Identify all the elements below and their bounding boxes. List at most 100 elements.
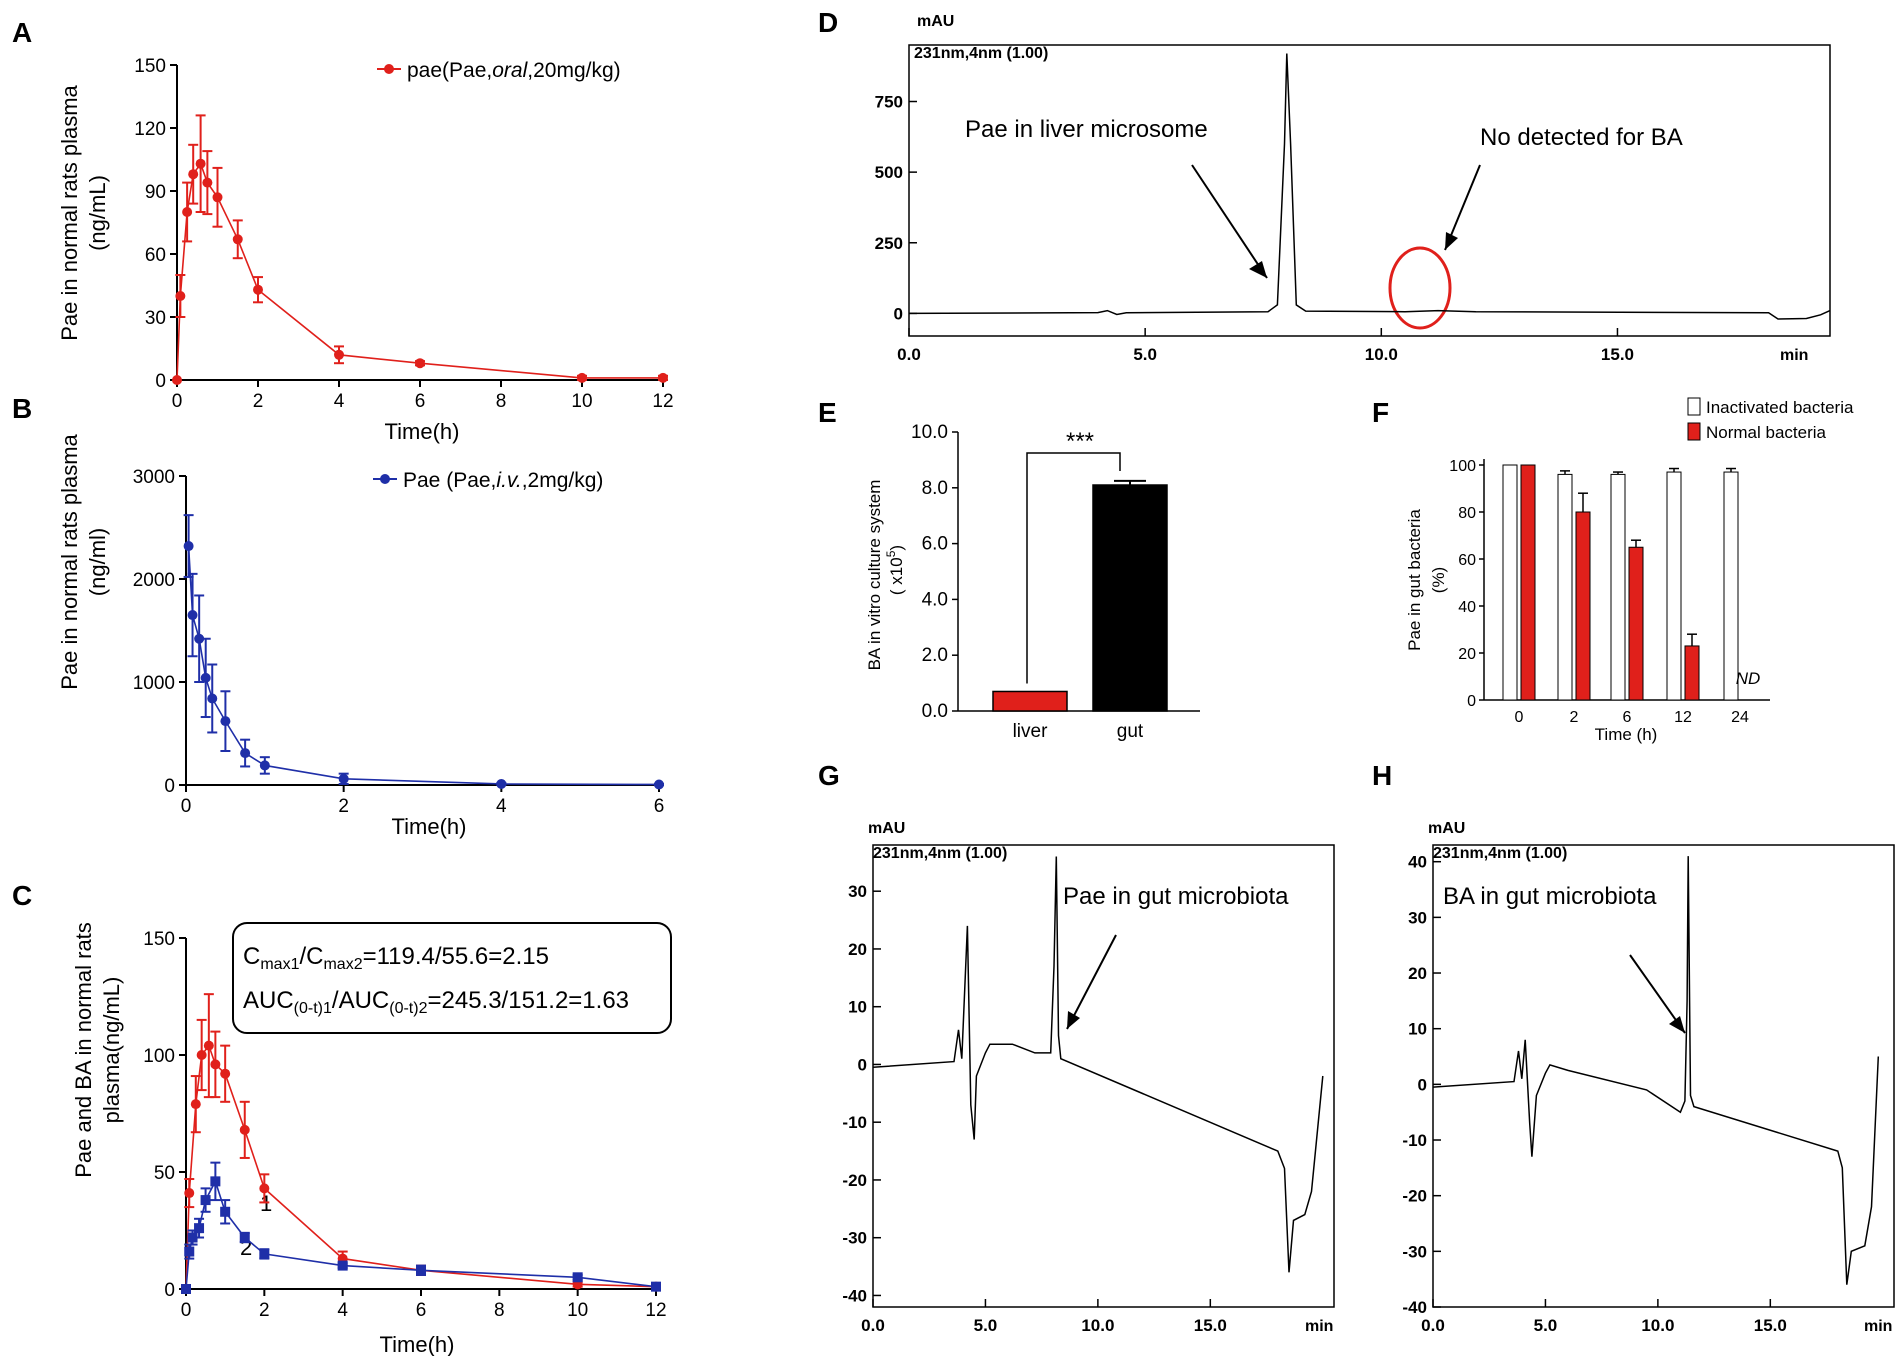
panel-e-significance-bracket	[1026, 452, 1121, 684]
panel-f-ytick-label: 20	[1458, 646, 1476, 663]
panel-f-chart: Pae in gut bacteria (%) Time (h) 0204060…	[1405, 397, 1854, 744]
panel-f-bar-inactivated	[1502, 464, 1518, 701]
pC-xtick-label: 4	[337, 1300, 348, 1321]
pH-ytick-label: 30	[1408, 908, 1427, 927]
panel-f-nd-label: ND	[1736, 669, 1761, 688]
panel-e-category-label: gut	[1117, 721, 1144, 742]
panel-f-category-label: 2	[1570, 709, 1579, 726]
pA-series-0-point	[175, 291, 186, 301]
panel-f-legend-swatch-1	[1687, 422, 1701, 441]
pG-ytick-label: -20	[842, 1171, 867, 1190]
pD-xtick-label: 15.0	[1601, 345, 1634, 364]
panel-g-annotation: Pae in gut microbiota	[1063, 883, 1289, 910]
pH-ytick-label: -30	[1402, 1242, 1427, 1261]
panel-e-ytick-label: 6.0	[922, 534, 948, 555]
pB-series-0-point	[194, 633, 205, 644]
panel-d-arrowhead-pae	[1249, 261, 1267, 278]
pC-series-0-point	[220, 1068, 231, 1079]
pB-series-0-point	[496, 778, 507, 789]
pC-xtick-label: 12	[645, 1300, 666, 1321]
pA-xtick-label: 0	[172, 391, 183, 412]
pA-series-0-point	[212, 192, 223, 203]
panel-a-legend-text: pae(Pae,oral,20mg/kg)	[407, 59, 621, 82]
panel-e-bar-liver	[992, 690, 1068, 712]
panel-d-ylabel: mAU	[917, 13, 954, 30]
pA-ytick-label: 150	[134, 56, 166, 77]
panel-e-category-label: liver	[1013, 721, 1049, 742]
panel-f-legend-label-0: Inactivated bacteria	[1706, 398, 1854, 417]
pC-series-0-line	[185, 1043, 657, 1290]
panel-c-series-1-label: 1	[260, 1191, 272, 1216]
pA-ytick-label: 120	[134, 119, 166, 140]
panel-d-chromatogram: 231nm,4nm (1.00) mAU min Pae in liver mi…	[875, 13, 1831, 364]
panel-f-bar-inactivated	[1610, 473, 1626, 701]
pC-ytick-label: 50	[154, 1163, 175, 1184]
panel-d-arrow-pae	[1191, 164, 1268, 279]
pH-xtick-label: 10.0	[1641, 1316, 1674, 1335]
pD-ytick-label: 500	[875, 163, 903, 182]
panel-f-bar-inactivated	[1557, 473, 1573, 701]
panel-h-xlabel: min	[1864, 1318, 1892, 1335]
panel-b-chart: Pae in normal rats plasma (ng/ml) Time(h…	[57, 433, 664, 839]
pA-xtick-label: 2	[253, 391, 264, 412]
panel-c-chart: Pae and BA in normal rats plasma(ng/mL) …	[71, 922, 672, 1356]
panel-b-legend: Pae (Pae,i.v.,2mg/kg)	[373, 469, 603, 492]
panel-a-ylabel-1: Pae in normal rats plasma	[57, 84, 82, 340]
panel-label-e: E	[818, 397, 837, 428]
panel-d-arrowhead-ba	[1445, 232, 1458, 250]
panel-h-chromatogram: 231nm,4nm (1.00) mAU min BA in gut micro…	[1402, 820, 1895, 1335]
pC-xtick-label: 10	[567, 1300, 588, 1321]
pC-series-1-point	[572, 1272, 583, 1283]
panel-g-frame	[872, 844, 1335, 1308]
panel-label-h: H	[1372, 760, 1392, 791]
pA-xtick-label: 6	[415, 391, 426, 412]
pG-xtick-label: 5.0	[974, 1316, 998, 1335]
panel-g-ylabel: mAU	[868, 820, 905, 837]
pG-ytick-label: -40	[842, 1286, 867, 1305]
panel-h-arrowhead	[1669, 1016, 1685, 1033]
panel-f-category-label: 24	[1731, 709, 1749, 726]
pC-series-0-point	[259, 1183, 270, 1194]
pC-series-1-point	[416, 1265, 426, 1276]
panel-c-ylabel-2: plasma(ng/mL)	[99, 977, 124, 1124]
panel-f-ytick-label: 60	[1458, 552, 1476, 569]
pA-series-0-point	[658, 372, 668, 383]
pC-series-0-point	[203, 1040, 214, 1051]
pH-ytick-label: 0	[1418, 1075, 1427, 1094]
pC-series-0-point	[239, 1124, 250, 1135]
pC-series-1-point	[259, 1248, 270, 1259]
pB-ytick-label: 2000	[133, 570, 175, 591]
panel-f-bar-inactivated	[1723, 471, 1739, 701]
pD-xtick-label: 5.0	[1133, 345, 1157, 364]
pA-series-0-point	[577, 372, 587, 383]
panel-label-f: F	[1372, 397, 1389, 428]
pB-series-0-point	[200, 672, 211, 683]
pB-series-0-point	[207, 693, 218, 704]
pB-series-0-point	[183, 541, 194, 552]
panel-f-bar-normal	[1520, 464, 1536, 701]
panel-e-ytick-label: 8.0	[922, 478, 948, 499]
panel-label-b: B	[12, 393, 32, 424]
panel-a-ylabel-2: (ng/mL)	[85, 175, 110, 251]
pD-xtick-label: 0.0	[897, 345, 921, 364]
pC-ytick-label: 100	[143, 1046, 175, 1067]
panel-f-legend-swatch-0	[1687, 397, 1701, 416]
panel-e-ytick-label: 2.0	[922, 645, 948, 666]
panel-h-frame	[1432, 844, 1895, 1308]
pG-ytick-label: 10	[848, 998, 867, 1017]
pG-xtick-label: 0.0	[861, 1316, 885, 1335]
pA-series-0-point	[232, 234, 243, 245]
pB-series-0-line	[187, 545, 660, 786]
pG-ytick-label: 0	[858, 1055, 867, 1074]
pD-ytick-label: 750	[875, 93, 903, 112]
panel-e-ylabel-2: ( x105)	[884, 545, 906, 595]
pG-ytick-label: -10	[842, 1113, 867, 1132]
pB-series-0-point	[338, 773, 349, 784]
panel-f-ylabel-1: Pae in gut bacteria	[1405, 509, 1424, 651]
panel-g-arrowhead	[1067, 1011, 1080, 1029]
pH-ytick-label: 40	[1408, 853, 1427, 872]
panel-e-significance-label: ***	[1066, 428, 1094, 455]
panel-f-legend-label-1: Normal bacteria	[1706, 423, 1827, 442]
panel-e-bar-gut	[1092, 484, 1168, 712]
pB-xtick-label: 2	[338, 796, 349, 817]
